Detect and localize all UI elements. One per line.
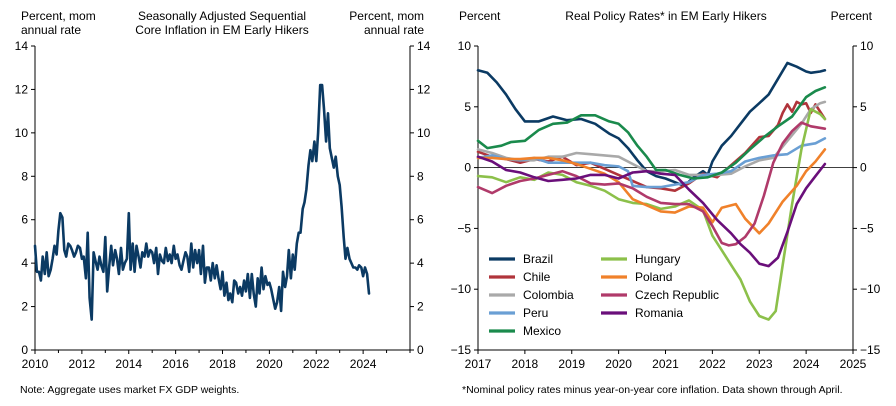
left-series — [33, 83, 371, 321]
right-x-tick-label: 2023 — [746, 357, 773, 371]
left-y-tick-label-right: 10 — [417, 126, 431, 140]
left-x-tick-label: 2018 — [209, 357, 236, 371]
legend-label-mexico: Mexico — [523, 324, 561, 338]
right-x-tick-label: 2021 — [652, 357, 679, 371]
legend-label-czech-republic: Czech Republic — [635, 288, 719, 302]
left-y-label-line-1: Percent, mom — [21, 9, 96, 23]
right-x-tick-label: 2017 — [465, 357, 492, 371]
left-y-tick-label-left: 4 — [21, 256, 28, 270]
right-series-mexico — [476, 86, 827, 180]
left-chart-note: Note: Aggregate uses market FX GDP weigh… — [20, 384, 239, 396]
legend-label-brazil: Brazil — [523, 252, 553, 266]
left-y-tick-label-left: 0 — [21, 343, 28, 357]
right-chart-note: *Nominal policy rates minus year-on-year… — [462, 384, 843, 396]
legend-label-colombia: Colombia — [523, 288, 574, 302]
left-y-tick-label-right: 4 — [417, 256, 424, 270]
left-right-y-label-line-2: annual rate — [364, 23, 424, 37]
left-x-tick-label: 2014 — [115, 357, 142, 371]
left-y-tick-label-right: 2 — [417, 300, 424, 314]
right-y-tick-label-left: −10 — [451, 282, 472, 296]
right-y-tick-label-right: −10 — [860, 282, 881, 296]
legend-label-poland: Poland — [635, 270, 672, 284]
right-x-tick-label: 2020 — [605, 357, 632, 371]
right-legend: Brazil Chile Colombia Peru Mexico Hungary Pola… — [489, 252, 719, 338]
legend-label-peru: Peru — [523, 306, 548, 320]
right-y-tick-label-left: 10 — [458, 39, 472, 53]
right-series-brazil — [476, 61, 827, 188]
left-x-tick-label: 2012 — [69, 357, 96, 371]
left-chart-title-line-2: Core Inflation in EM Early Hikers — [135, 23, 308, 37]
right-y-tick-label-right: 5 — [860, 100, 867, 114]
left-y-label-line-2: annual rate — [21, 23, 81, 37]
right-y-label-left: Percent — [459, 9, 501, 23]
right-y-tick-label-left: 0 — [464, 161, 471, 175]
right-chart-title: Real Policy Rates* in EM Early Hikers — [565, 9, 766, 23]
right-y-tick-label-right: −15 — [860, 343, 881, 357]
left-series-em-early-hikers-core-inflation — [33, 83, 371, 321]
right-axes: −15 −15 −10 −10 −5 −5 0 0 5 5 10 10 2017 2018 2019 2020… — [451, 39, 881, 371]
right-series-peru — [476, 137, 827, 189]
left-y-tick-label-right: 0 — [417, 343, 424, 357]
left-y-tick-label-left: 6 — [21, 213, 28, 227]
left-chart-title-line-1: Seasonally Adjusted Sequential — [138, 9, 306, 23]
left-axes: 0 0 2 2 4 4 6 6 8 8 10 10 12 12 14 14 2010 2012 2014 2016 20… — [15, 39, 431, 371]
left-y-tick-label-right: 12 — [417, 82, 431, 96]
left-y-tick-label-left: 2 — [21, 300, 28, 314]
right-x-tick-label: 2018 — [512, 357, 539, 371]
right-x-tick-label: 2025 — [840, 357, 867, 371]
left-y-tick-label-right: 6 — [417, 213, 424, 227]
left-y-tick-label-left: 8 — [21, 169, 28, 183]
right-series-hungary — [476, 107, 827, 321]
left-x-tick-label: 2022 — [303, 357, 330, 371]
right-y-tick-label-right: 0 — [860, 161, 867, 175]
left-chart: Percent, mom annual rate Seasonally Adju… — [15, 9, 431, 396]
right-y-label-right: Percent — [831, 9, 873, 23]
legend-label-chile: Chile — [523, 270, 551, 284]
right-series-romania — [476, 155, 827, 268]
left-x-tick-label: 2010 — [22, 357, 49, 371]
right-y-tick-label-left: 5 — [464, 100, 471, 114]
left-right-y-label-line-1: Percent, mom — [349, 9, 424, 23]
right-y-tick-label-right: 10 — [860, 39, 874, 53]
left-y-tick-label-left: 12 — [15, 82, 29, 96]
right-series — [476, 61, 827, 321]
right-x-tick-label: 2022 — [699, 357, 726, 371]
left-y-tick-label-left: 10 — [15, 126, 29, 140]
left-x-tick-label: 2016 — [162, 357, 189, 371]
right-x-tick-label: 2019 — [558, 357, 585, 371]
right-y-tick-label-left: −15 — [451, 343, 472, 357]
legend-label-romania: Romania — [635, 306, 683, 320]
right-chart: Percent Real Policy Rates* in EM Early H… — [451, 9, 881, 396]
right-series-poland — [476, 148, 827, 235]
left-y-tick-label-right: 8 — [417, 169, 424, 183]
right-series-chile — [476, 100, 827, 192]
right-series-czech-republic — [476, 121, 827, 247]
right-y-tick-label-right: −5 — [860, 221, 874, 235]
right-x-tick-label: 2024 — [793, 357, 820, 371]
right-y-tick-label-left: −5 — [457, 221, 471, 235]
left-x-tick-label: 2024 — [350, 357, 377, 371]
left-y-tick-label-left: 14 — [15, 39, 29, 53]
legend-label-hungary: Hungary — [635, 252, 680, 266]
left-x-tick-label: 2020 — [256, 357, 283, 371]
left-y-tick-label-right: 14 — [417, 39, 431, 53]
